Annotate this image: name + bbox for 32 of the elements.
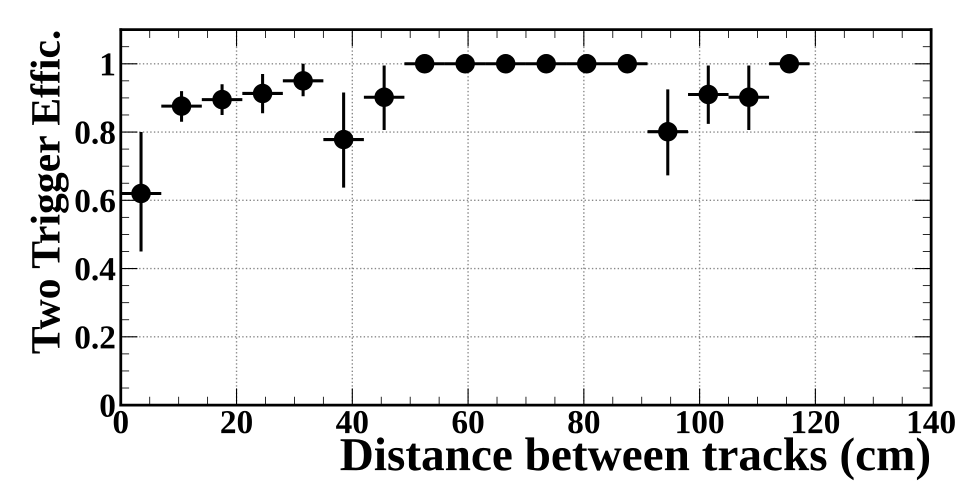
y-tick-label: 0.6 (76, 190, 115, 212)
y-tick-label: 0 (100, 394, 115, 417)
point (780, 54, 800, 74)
x-tick-label: 140 (908, 410, 955, 434)
point (618, 54, 637, 74)
point (172, 96, 192, 116)
point (212, 90, 232, 110)
point (536, 54, 556, 74)
y-tick-label: 0.4 (76, 258, 116, 281)
point (334, 130, 354, 150)
point (374, 87, 394, 107)
x-tick-label: 20 (221, 410, 252, 434)
x-tick-label: 120 (793, 410, 840, 434)
y-tick-label: 0.2 (76, 326, 114, 349)
point (739, 87, 759, 107)
point (577, 54, 596, 74)
y-tick-label: 1 (102, 53, 114, 76)
x-tick-label: 100 (677, 410, 724, 434)
x-tick-label: 40 (336, 410, 368, 434)
point (496, 54, 516, 74)
x-tick-label: 60 (452, 410, 484, 434)
point (252, 84, 272, 104)
point (698, 84, 718, 104)
point (658, 122, 678, 142)
y-axis-title: Two Trigger Effic. (30, 31, 69, 354)
y-tick-label: 0.8 (76, 121, 115, 144)
point (414, 54, 434, 74)
point (293, 71, 313, 91)
point (455, 54, 475, 74)
point (131, 184, 151, 204)
x-tick-label: 80 (568, 410, 600, 434)
x-axis-title: Distance between tracks (cm) (340, 437, 930, 480)
